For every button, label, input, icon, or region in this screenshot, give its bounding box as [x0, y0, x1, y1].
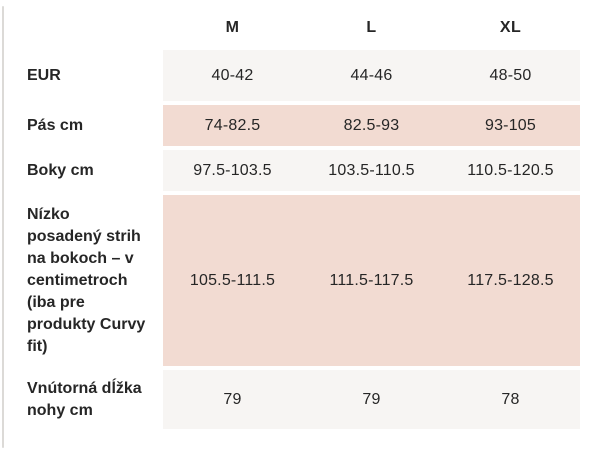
row-label-waist: Pás cm [27, 105, 163, 146]
table-row-inseam: Vnútorná dĺžka nohy cm 79 79 78 [27, 370, 580, 429]
cell-eur-m: 40-42 [163, 50, 302, 101]
table-row-low-rise: Nízko posadený strih na bokoch – v centi… [27, 195, 580, 366]
cell-hips-l: 103.5-110.5 [302, 150, 441, 191]
header-spacer [27, 10, 163, 46]
size-column-m: M [163, 10, 302, 46]
cell-hips-m: 97.5-103.5 [163, 150, 302, 191]
left-edge-scrollbar[interactable] [2, 6, 4, 448]
cell-inseam-xl: 78 [441, 370, 580, 429]
cell-inseam-l: 79 [302, 370, 441, 429]
cell-eur-xl: 48-50 [441, 50, 580, 101]
cell-hips-xl: 110.5-120.5 [441, 150, 580, 191]
row-label-low-rise: Nízko posadený strih na bokoch – v centi… [27, 195, 163, 366]
cell-eur-l: 44-46 [302, 50, 441, 101]
cell-low-rise-xl: 117.5-128.5 [441, 195, 580, 366]
table-row-waist: Pás cm 74-82.5 82.5-93 93-105 [27, 105, 580, 146]
size-column-xl: XL [441, 10, 580, 46]
cell-inseam-m: 79 [163, 370, 302, 429]
cell-waist-xl: 93-105 [441, 105, 580, 146]
cell-waist-l: 82.5-93 [302, 105, 441, 146]
size-table: M L XL EUR 40-42 44-46 48-50 Pás cm 74-8… [27, 6, 580, 433]
size-column-l: L [302, 10, 441, 46]
cell-waist-m: 74-82.5 [163, 105, 302, 146]
size-guide-panel: M L XL EUR 40-42 44-46 48-50 Pás cm 74-8… [27, 6, 580, 433]
row-label-inseam: Vnútorná dĺžka nohy cm [27, 370, 163, 429]
size-header-row: M L XL [27, 10, 580, 46]
cell-low-rise-m: 105.5-111.5 [163, 195, 302, 366]
cell-low-rise-l: 111.5-117.5 [302, 195, 441, 366]
row-label-hips: Boky cm [27, 150, 163, 191]
table-row-eur: EUR 40-42 44-46 48-50 [27, 50, 580, 101]
table-row-hips: Boky cm 97.5-103.5 103.5-110.5 110.5-120… [27, 150, 580, 191]
row-label-eur: EUR [27, 50, 163, 101]
